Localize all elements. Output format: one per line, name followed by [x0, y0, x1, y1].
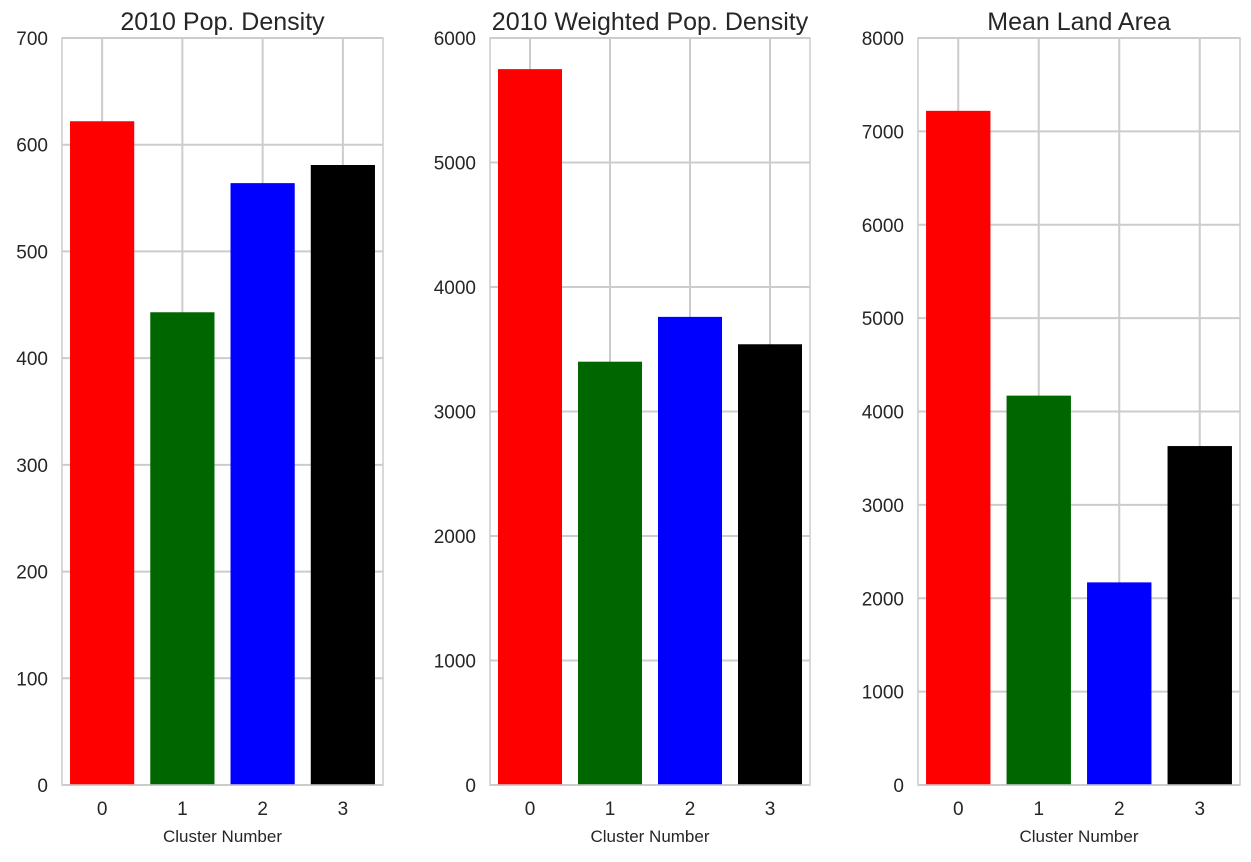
chart-panel-0: 0 100 200 300 400 500 600 700 0 1 2 3 2010 Pop. Dens… — [16, 8, 384, 846]
x-tick-label: 3 — [338, 799, 349, 820]
y-tick-label: 1000 — [862, 683, 904, 704]
x-tick-label: 0 — [953, 799, 964, 820]
bar-cluster-3 — [738, 344, 802, 785]
chart-title: Mean Land Area — [987, 8, 1171, 36]
x-axis-label: Cluster Number — [163, 827, 282, 846]
x-axis-label: Cluster Number — [590, 827, 709, 846]
y-tick-label: 4000 — [862, 403, 904, 424]
x-tick-label: 2 — [1114, 799, 1125, 820]
y-tick-label: 500 — [16, 242, 48, 263]
y-tick-label: 200 — [16, 563, 48, 584]
bar-cluster-1 — [150, 312, 215, 785]
y-tick-label: 5000 — [434, 154, 476, 175]
x-tick-label: 0 — [525, 799, 536, 820]
x-tick-label: 2 — [685, 799, 696, 820]
y-tick-label: 700 — [16, 29, 48, 50]
axes-frame — [917, 37, 1241, 786]
y-tick-label: 5000 — [862, 309, 904, 330]
y-tick-label: 0 — [465, 776, 476, 797]
x-tick-label: 2 — [257, 799, 268, 820]
bar-cluster-1 — [1006, 395, 1071, 785]
y-tick-label: 2000 — [862, 589, 904, 610]
x-tick-label: 1 — [177, 799, 188, 820]
y-tick-label: 4000 — [434, 278, 476, 299]
y-tick-label: 0 — [893, 776, 904, 797]
bar-cluster-3 — [310, 164, 375, 786]
bar-cluster-0 — [70, 121, 135, 786]
axes-frame — [489, 37, 811, 786]
x-tick-label: 1 — [605, 799, 616, 820]
bar-cluster-0 — [926, 110, 991, 785]
y-tick-label: 100 — [16, 669, 48, 690]
y-tick-label: 0 — [37, 776, 48, 797]
y-tick-label: 3000 — [434, 403, 476, 424]
x-tick-label: 0 — [97, 799, 108, 820]
y-tick-label: 400 — [16, 349, 48, 370]
chart-title: 2010 Weighted Pop. Density — [492, 8, 809, 36]
x-tick-label: 3 — [765, 799, 776, 820]
x-tick-label: 1 — [1033, 799, 1044, 820]
chart-panel-1: 0 1000 2000 3000 4000 5000 6000 0 1 2 3 2010 Weight… — [434, 8, 811, 846]
y-tick-label: 1000 — [434, 652, 476, 673]
y-tick-label: 2000 — [434, 527, 476, 548]
x-tick-label: 3 — [1194, 799, 1205, 820]
y-tick-label: 6000 — [434, 29, 476, 50]
x-axis-label: Cluster Number — [1019, 827, 1138, 846]
bar-cluster-1 — [578, 361, 642, 785]
bar-cluster-2 — [1087, 582, 1152, 785]
bar-cluster-2 — [230, 183, 295, 786]
y-tick-label: 7000 — [862, 122, 904, 143]
y-tick-label: 600 — [16, 136, 48, 157]
bar-cluster-2 — [658, 316, 722, 785]
axes-frame — [61, 37, 384, 786]
bar-cluster-0 — [498, 69, 562, 785]
chart-panel-2: 0 1000 2000 3000 4000 5000 6000 7000 8000 0 1 2 3 Mea… — [862, 8, 1241, 846]
y-tick-label: 3000 — [862, 496, 904, 517]
y-tick-label: 300 — [16, 456, 48, 477]
y-tick-label: 6000 — [862, 216, 904, 237]
bar-cluster-3 — [1167, 446, 1232, 785]
y-tick-label: 8000 — [862, 29, 904, 50]
chart-title: 2010 Pop. Density — [120, 8, 325, 36]
